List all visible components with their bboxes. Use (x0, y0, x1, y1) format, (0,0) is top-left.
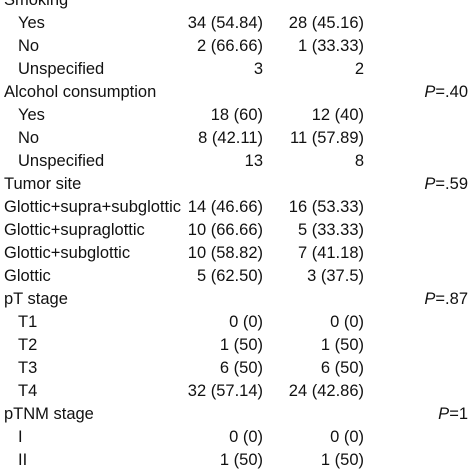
group2-value: 12 (40) (311, 106, 364, 124)
p-value-text: =.59 (435, 175, 468, 193)
group2-value: 0 (0) (330, 313, 364, 331)
p-symbol: P (424, 290, 436, 308)
row-label: Yes (18, 14, 45, 32)
table-row: I 0 (0) 0 (0) (0, 426, 474, 449)
table-row: Yes 34 (54.84) 28 (45.16) (0, 12, 474, 35)
table-row: Tumor site P=.59 (0, 173, 474, 196)
p-value: P=.87 (424, 288, 468, 311)
group2-value: 7 (41.18) (297, 244, 364, 262)
table-row: No 8 (42.11) 11 (57.89) (0, 127, 474, 150)
group1-value: 18 (60) (210, 106, 263, 124)
p-symbol: P (424, 175, 436, 193)
group2-value: 2 (354, 60, 364, 78)
group1-value: 2 (66.66) (196, 37, 263, 55)
group2-value: 28 (45.16) (288, 14, 364, 32)
table-row: Unspecified 3 2 (0, 58, 474, 81)
p-value: P=1 (438, 403, 468, 426)
group1-value: 3 (253, 60, 263, 78)
table-row: II 1 (50) 1 (50) (0, 449, 474, 472)
row-label: Yes (18, 106, 45, 124)
group1-value: 32 (57.14) (187, 382, 263, 400)
table-row: Glottic+subglottic 10 (58.82) 7 (41.18) (0, 242, 474, 265)
group2-value: 8 (354, 152, 364, 170)
row-label: T3 (18, 359, 38, 377)
p-symbol: P (424, 83, 436, 101)
p-symbol: P (438, 405, 450, 423)
group2-value: 24 (42.86) (288, 382, 364, 400)
p-value: P=.40 (424, 81, 468, 104)
table-row: Glottic 5 (62.50) 3 (37.5) (0, 265, 474, 288)
table-row: pTNM stage P=1 (0, 403, 474, 426)
group2-value: 1 (50) (320, 451, 364, 469)
group2-value: 1 (50) (320, 336, 364, 354)
group2-value: 11 (57.89) (290, 129, 364, 147)
group2-value: 3 (37.5) (307, 267, 364, 285)
table-row: Smoking (0, 0, 474, 12)
group2-value: 0 (0) (330, 428, 364, 446)
p-value-text: =.87 (435, 290, 468, 308)
row-label: Glottic+supraglottic (4, 221, 145, 239)
row-label: Unspecified (18, 60, 105, 78)
row-label: II (18, 451, 28, 469)
row-label: Smoking (4, 0, 69, 9)
row-label: No (18, 129, 40, 147)
row-label: Glottic+subglottic (4, 244, 131, 262)
group2-value: 6 (50) (320, 359, 364, 377)
p-value: P=.59 (424, 173, 468, 196)
row-label: Unspecified (18, 152, 105, 170)
row-label: Tumor site (4, 175, 82, 193)
table-row: No 2 (66.66) 1 (33.33) (0, 35, 474, 58)
p-value-text: =.40 (435, 83, 468, 101)
table-row: Alcohol consumption P=.40 (0, 81, 474, 104)
row-label: No (18, 37, 40, 55)
row-label: I (18, 428, 23, 446)
row-label: Glottic (4, 267, 51, 285)
row-label: Glottic+supra+subglottic (4, 198, 182, 216)
group1-value: 34 (54.84) (187, 14, 263, 32)
row-label: T4 (18, 382, 38, 400)
group2-value: 5 (33.33) (297, 221, 364, 239)
table-row: T2 1 (50) 1 (50) (0, 334, 474, 357)
table-row: Yes 18 (60) 12 (40) (0, 104, 474, 127)
group1-value: 8 (42.11) (198, 129, 263, 147)
group1-value: 1 (50) (219, 336, 263, 354)
group2-value: 1 (33.33) (297, 37, 364, 55)
row-label: T1 (18, 313, 38, 331)
table-row: Glottic+supra+subglottic 14 (46.66) 16 (53… (0, 196, 474, 219)
table-row: T3 6 (50) 6 (50) (0, 357, 474, 380)
group1-value: 1 (50) (219, 451, 263, 469)
table-row: pT stage P=.87 (0, 288, 474, 311)
group1-value: 5 (62.50) (196, 267, 263, 285)
row-label: pTNM stage (4, 405, 94, 423)
table-row: Unspecified 13 8 (0, 150, 474, 173)
group1-value: 14 (46.66) (187, 198, 263, 216)
group1-value: 13 (244, 152, 263, 170)
group1-value: 6 (50) (219, 359, 263, 377)
group1-value: 10 (66.66) (187, 221, 263, 239)
table-row: Glottic+supraglottic 10 (66.66) 5 (33.33) (0, 219, 474, 242)
group1-value: 10 (58.82) (187, 244, 263, 262)
table-row: T4 32 (57.14) 24 (42.86) (0, 380, 474, 403)
table-row: T1 0 (0) 0 (0) (0, 311, 474, 334)
row-label: pT stage (4, 290, 68, 308)
row-label: T2 (18, 336, 38, 354)
group1-value: 0 (0) (229, 313, 263, 331)
p-value-text: =1 (449, 405, 468, 423)
group2-value: 16 (53.33) (288, 198, 364, 216)
row-label: Alcohol consumption (4, 83, 157, 101)
group1-value: 0 (0) (229, 428, 263, 446)
